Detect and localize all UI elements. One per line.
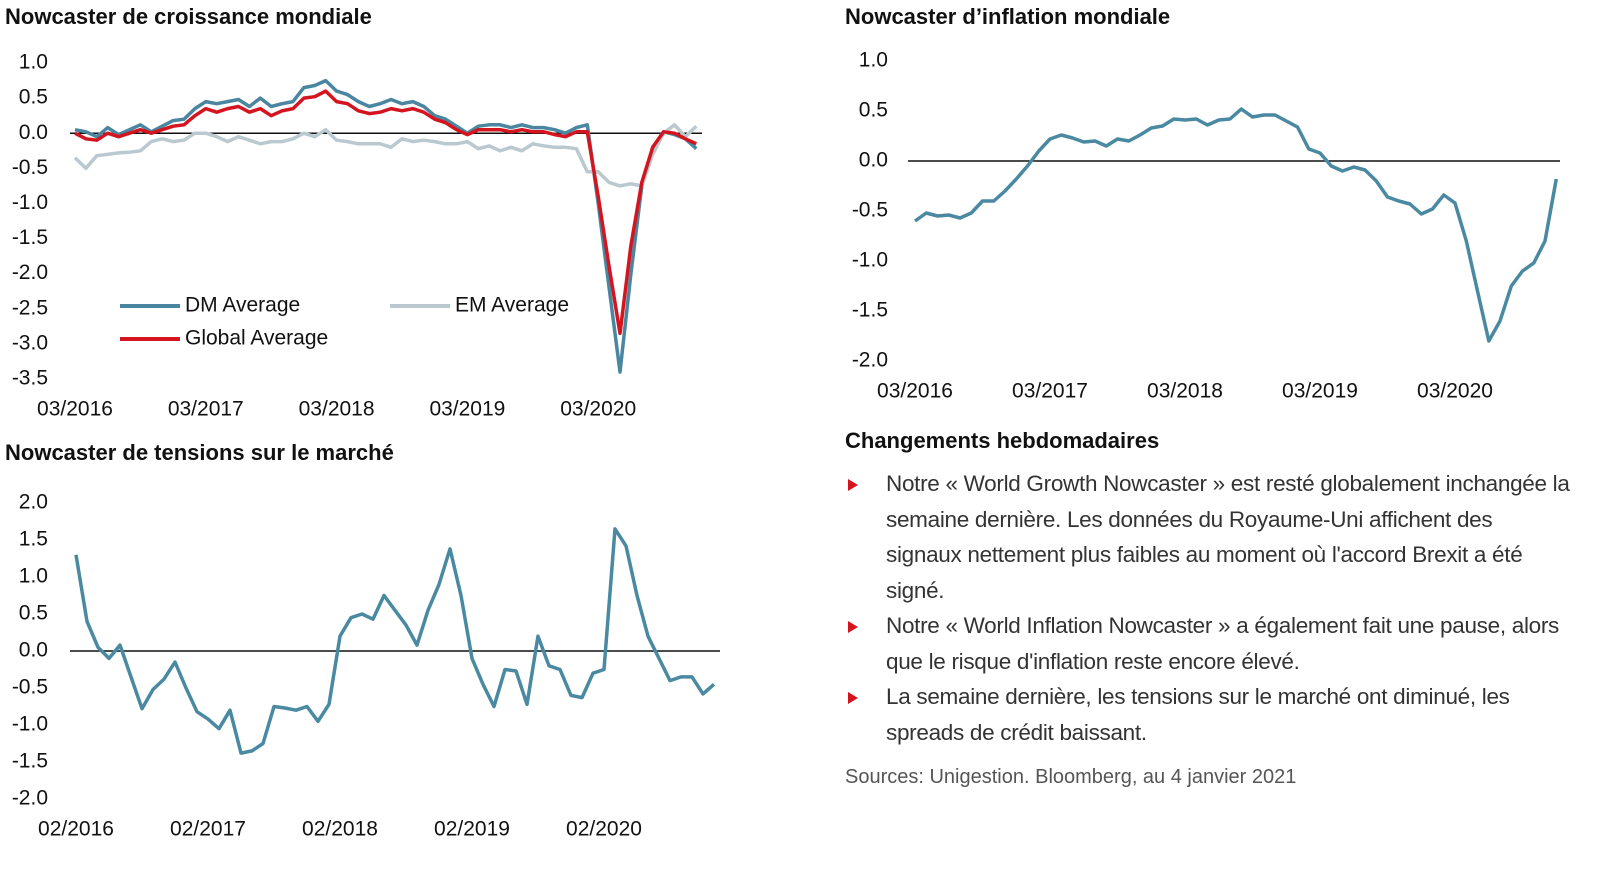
- y-tick-label: 0.5: [19, 602, 48, 625]
- y-tick-label: 1.5: [19, 528, 48, 551]
- y-tick-label: 1.0: [19, 565, 48, 588]
- legend-label: EM Average: [455, 294, 569, 317]
- commentary-title: Changements hebdomadaires: [845, 428, 1160, 453]
- x-tick-label: 02/2018: [302, 818, 378, 841]
- x-tick-label: 03/2016: [37, 398, 113, 421]
- y-tick-label: -1.5: [12, 226, 48, 249]
- x-tick-label: 02/2020: [566, 818, 642, 841]
- y-tick-label: 0.5: [19, 86, 48, 109]
- bullet-list: Notre « World Growth Nowcaster » est res…: [845, 466, 1570, 750]
- y-tick-label: -2.0: [12, 787, 48, 810]
- y-tick-label: -2.0: [852, 349, 888, 372]
- y-tick-label: 1.0: [859, 49, 888, 72]
- y-tick-label: -2.0: [12, 261, 48, 284]
- bullet-marker: [848, 692, 858, 704]
- x-tick-label: 03/2020: [560, 398, 636, 421]
- data-line: [74, 527, 716, 755]
- y-tick-label: -1.5: [852, 299, 888, 322]
- y-tick-label: 0.5: [859, 99, 888, 122]
- bullet-marker: [848, 621, 858, 633]
- y-tick-label: -1.0: [12, 713, 48, 736]
- y-tick-label: -2.5: [12, 296, 48, 319]
- y-tick-label: -1.5: [12, 750, 48, 773]
- x-tick-label: 02/2016: [38, 818, 114, 841]
- y-tick-label: -1.0: [852, 249, 888, 272]
- y-tick-label: 2.0: [19, 491, 48, 514]
- data-line: [74, 89, 698, 336]
- x-tick-label: 03/2018: [1147, 380, 1223, 403]
- legend-label: Global Average: [185, 327, 328, 350]
- y-tick-label: 1.0: [19, 51, 48, 74]
- bullet-marker: [848, 479, 858, 491]
- legend-label: DM Average: [185, 294, 300, 317]
- bullet: La semaine dernière, les tensions sur le…: [845, 679, 1570, 750]
- x-tick-label: 03/2018: [299, 398, 375, 421]
- bullet-text: Notre « World Growth Nowcaster » est res…: [886, 471, 1570, 603]
- chart-title: Nowcaster de croissance mondiale: [5, 4, 372, 29]
- y-tick-label: -0.5: [852, 199, 888, 222]
- bullet-text: Notre « World Inflation Nowcaster » a ég…: [886, 613, 1560, 674]
- y-tick-label: -0.5: [12, 676, 48, 699]
- y-tick-label: -1.0: [12, 191, 48, 214]
- y-tick-label: -3.5: [12, 367, 48, 390]
- x-tick-label: 02/2017: [170, 818, 246, 841]
- y-tick-label: -0.5: [12, 156, 48, 179]
- chart-title: Nowcaster de tensions sur le marché: [5, 440, 394, 465]
- y-tick-label: -3.0: [12, 331, 48, 354]
- x-tick-label: 03/2019: [1282, 380, 1358, 403]
- source-note: Sources: Unigestion. Bloomberg, au 4 jan…: [845, 766, 1297, 788]
- y-tick-label: 0.0: [859, 149, 888, 172]
- bullet: Notre « World Growth Nowcaster » est res…: [845, 466, 1570, 608]
- commentary: Changements hebdomadaires Notre « World …: [845, 428, 1570, 789]
- x-tick-label: 03/2016: [877, 380, 953, 403]
- x-tick-label: 02/2019: [434, 818, 510, 841]
- bullet: Notre « World Inflation Nowcaster » a ég…: [845, 608, 1570, 679]
- x-tick-label: 03/2017: [168, 398, 244, 421]
- data-line: [913, 107, 1559, 343]
- x-tick-label: 03/2017: [1012, 380, 1088, 403]
- x-tick-label: 03/2019: [429, 398, 505, 421]
- chart-title: Nowcaster d’inflation mondiale: [845, 4, 1170, 29]
- y-tick-label: 0.0: [19, 639, 48, 662]
- bullet-text: La semaine dernière, les tensions sur le…: [886, 684, 1510, 745]
- x-tick-label: 03/2020: [1417, 380, 1493, 403]
- y-tick-label: 0.0: [19, 121, 48, 144]
